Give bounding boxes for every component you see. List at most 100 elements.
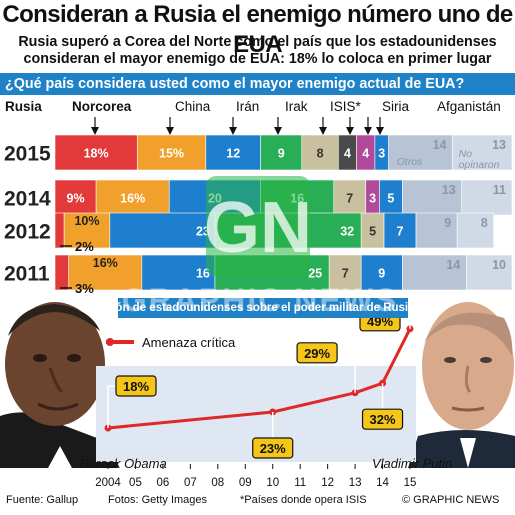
bar-value-label: 5 — [387, 192, 394, 206]
bar-value-label: 10 — [492, 258, 506, 272]
bar-segment — [68, 254, 143, 291]
column-header-irn: Irán — [236, 99, 259, 114]
year-label: 2014 — [4, 188, 51, 211]
year-label: 2015 — [4, 143, 51, 166]
column-header-rusia: Rusia — [5, 99, 42, 114]
column-header-isis: ISIS* — [330, 99, 362, 114]
bar-segment — [54, 179, 97, 216]
line-chart-title: Percepción de estadounidenses sobre el p… — [56, 298, 426, 318]
x-tick-label: 09 — [239, 477, 252, 489]
bar-value-label: 8 — [481, 216, 488, 230]
bar-value-label: 7 — [342, 267, 349, 281]
bar-segment — [388, 134, 453, 171]
x-tick-label: 2004 — [95, 477, 121, 489]
callout-box — [296, 342, 338, 364]
bar-segment — [328, 254, 362, 291]
bar-segment — [456, 212, 495, 249]
bar-segment — [260, 134, 303, 171]
bar-value-label: 11 — [493, 183, 506, 197]
bar-value-label: 9% — [67, 192, 85, 206]
header-pointer — [319, 127, 327, 135]
bar-segment — [415, 212, 458, 249]
bar-value-label: 9 — [278, 147, 285, 161]
bar-segment — [452, 134, 513, 171]
x-tick-label: 08 — [211, 477, 224, 489]
bar-value-label: 13 — [492, 138, 506, 152]
callout-label: 49% — [367, 318, 393, 329]
bar-value-label: 18% — [84, 147, 109, 161]
bar-value-label: 20 — [208, 192, 222, 206]
no-opinion-label: No — [459, 148, 473, 160]
x-tick-label: 13 — [349, 477, 362, 489]
header-pointer — [274, 127, 282, 135]
bar-value-label: 4 — [344, 147, 351, 161]
header-pointer — [346, 127, 354, 135]
header-pointer — [91, 127, 99, 135]
bar-value-label: 8 — [317, 147, 324, 161]
no-opinion-label: opinaron — [459, 159, 500, 171]
bar-value-label: 9 — [444, 216, 451, 230]
bar-value-label: 7 — [397, 225, 404, 239]
bar-segment — [465, 254, 513, 291]
year-label: 2011 — [4, 263, 50, 286]
bar-segment — [54, 212, 65, 249]
bar-segment — [109, 212, 216, 249]
x-tick-label: 12 — [321, 477, 334, 489]
bar-value-label: 14 — [446, 258, 460, 272]
column-header-norcorea: Norcorea — [72, 99, 132, 114]
bar-value-label: 7 — [346, 192, 353, 206]
bar-value-label: 2% — [75, 239, 94, 254]
photo-credit: Fotos: Getty Images — [108, 494, 208, 506]
legend-label: Amenaza crítica — [142, 335, 236, 350]
callout-label: 23% — [260, 441, 286, 456]
x-tick-label: 07 — [184, 477, 197, 489]
legend-marker — [106, 338, 114, 346]
bar-segment — [54, 134, 138, 171]
isis-note: *Países donde opera ISIS — [240, 494, 367, 506]
bar-value-label: 16% — [120, 192, 145, 206]
x-tick-label: 11 — [294, 477, 306, 489]
callout-box — [115, 375, 157, 397]
bar-segment — [402, 179, 463, 216]
stacked-bar-chart: Rusia Norcorea China Irán Irak ISIS* Siria Afga… — [4, 99, 513, 296]
bar-segment — [461, 179, 513, 216]
page-title: Consideran a Rusia el enemigo número uno… — [2, 1, 513, 58]
question-banner: ¿Qué país considera usted como el mayor … — [0, 73, 515, 95]
x-tick-label: 15 — [404, 477, 417, 489]
bar-segment — [383, 212, 417, 249]
source-note: Fuente: Gallup — [6, 494, 79, 506]
bar-segment — [360, 254, 403, 291]
callout-box — [361, 408, 404, 430]
callout-label: 29% — [304, 346, 330, 361]
bar-value-label: 3% — [75, 281, 94, 296]
year-label: 2012 — [4, 221, 51, 244]
header-pointer — [376, 127, 384, 135]
graphic-credit: © GRAPHIC NEWS — [402, 494, 500, 506]
bar-segment — [95, 179, 170, 216]
bar-value-label: 3 — [369, 192, 376, 206]
column-header-siria: Siria — [382, 99, 409, 114]
bar-segment — [63, 212, 111, 249]
bar-value-label: 15% — [159, 147, 184, 161]
bar-value-label: 3 — [378, 147, 385, 161]
bar-value-label: 16% — [93, 256, 118, 270]
header-pointer — [166, 127, 174, 135]
bar-segment — [301, 134, 339, 171]
bar-value-label: 9 — [378, 267, 385, 281]
person-left-label: Barack Obama — [80, 456, 167, 471]
putin-photo — [408, 296, 515, 468]
column-header-irak: Irak — [285, 99, 308, 114]
callout-box — [359, 318, 401, 332]
bar-segment — [333, 179, 367, 216]
bar-value-label: 13 — [442, 183, 456, 197]
column-header-china: China — [175, 99, 211, 114]
bar-segment — [141, 254, 216, 291]
bar-segment — [54, 254, 70, 291]
bar-value-label: 23 — [196, 225, 210, 239]
header-pointer — [364, 127, 372, 135]
bar-value-label: 16 — [196, 267, 210, 281]
x-tick-label: 05 — [129, 477, 142, 489]
bar-value-label: 5 — [369, 225, 376, 239]
x-tick-label: 14 — [376, 477, 389, 489]
